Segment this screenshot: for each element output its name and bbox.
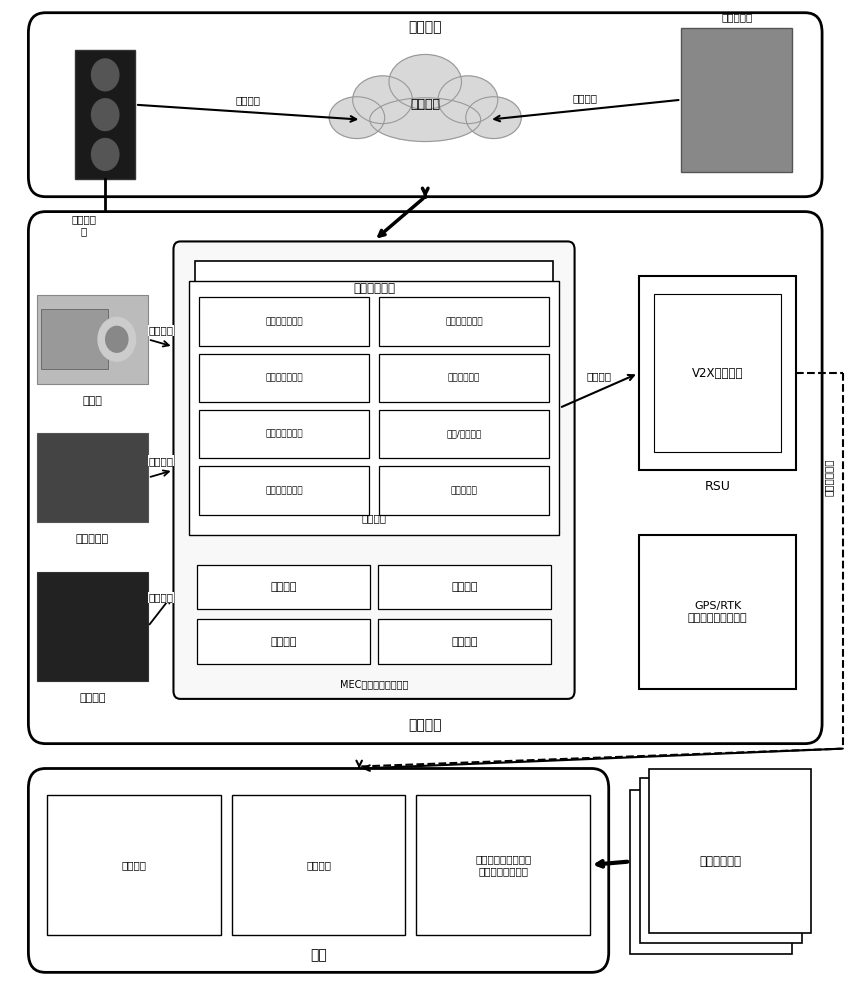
Circle shape [106, 326, 128, 352]
Bar [379, 297, 549, 346]
FancyBboxPatch shape [28, 212, 822, 744]
Text: 点迹数据: 点迹数据 [148, 456, 174, 466]
Circle shape [92, 139, 119, 170]
Text: 数据存储: 数据存储 [271, 637, 297, 647]
Bar [199, 410, 369, 458]
Text: 自我诊断: 自我诊断 [451, 637, 478, 647]
Ellipse shape [329, 97, 385, 139]
Ellipse shape [438, 76, 497, 124]
Text: GPS/RTK
（用于定位与授时）: GPS/RTK （用于定位与授时） [688, 601, 747, 623]
Text: 车辆识别与跟踪: 车辆识别与跟踪 [265, 373, 303, 382]
Text: 车端感知信息: 车端感知信息 [699, 855, 741, 868]
Bar [638, 535, 796, 689]
Text: 决策规划: 决策规划 [306, 860, 331, 870]
Text: 图像数据: 图像数据 [148, 325, 174, 335]
Text: 气象信息: 气象信息 [573, 93, 598, 103]
Ellipse shape [389, 54, 461, 109]
Bar [47, 795, 221, 935]
Text: 云端通讯接口: 云端通讯接口 [353, 282, 395, 295]
Text: 时间同步: 时间同步 [271, 582, 297, 592]
Text: 地面文字识别: 地面文字识别 [448, 373, 480, 382]
Text: 云端数据: 云端数据 [411, 98, 440, 111]
Text: 自动标定: 自动标定 [451, 582, 478, 592]
Text: 可行驶区域预测: 可行驶区域预测 [265, 486, 303, 495]
Text: MEC（边缘计算单元）: MEC（边缘计算单元） [340, 679, 408, 689]
Bar [378, 619, 551, 664]
Bar [199, 354, 369, 402]
Ellipse shape [369, 98, 481, 142]
Bar [199, 297, 369, 346]
Text: 点云数据: 点云数据 [148, 592, 174, 602]
Bar [379, 466, 549, 515]
Text: 智能交通
灯: 智能交通 灯 [71, 214, 96, 236]
Text: 激光雷达: 激光雷达 [79, 693, 106, 703]
Text: 路端感知信息: 路端感知信息 [824, 459, 834, 496]
Text: 泼洒/水渍识别: 泼洒/水渍识别 [447, 430, 482, 439]
Bar [189, 281, 559, 535]
Bar [681, 28, 792, 172]
Text: 车辆: 车辆 [310, 948, 327, 962]
Text: V2X通讯模块: V2X通讯模块 [691, 367, 743, 380]
Text: 工地标志物识别: 工地标志物识别 [445, 317, 483, 326]
Bar [198, 619, 369, 664]
Text: 行人识别与跟踪: 行人识别与跟踪 [265, 317, 303, 326]
Bar [417, 795, 590, 935]
Bar [37, 572, 148, 681]
Bar [379, 410, 549, 458]
Text: 云端设备: 云端设备 [409, 21, 442, 35]
FancyBboxPatch shape [28, 13, 822, 197]
Text: 摄像头: 摄像头 [82, 396, 102, 406]
Text: 车辆控制: 车辆控制 [121, 860, 146, 870]
Bar [654, 294, 781, 452]
Bar [232, 795, 405, 935]
Text: 交通信息: 交通信息 [235, 95, 260, 105]
Text: 深度融合: 深度融合 [362, 513, 387, 523]
Bar [378, 565, 551, 609]
Bar [198, 565, 369, 609]
Text: 智能气象站: 智能气象站 [721, 13, 752, 23]
Text: 车端感知信息和路端
感知信息深度融合: 车端感知信息和路端 感知信息深度融合 [475, 854, 532, 876]
FancyBboxPatch shape [174, 241, 575, 699]
Bar [195, 261, 553, 316]
Circle shape [92, 59, 119, 91]
Text: 交通杆识别: 交通杆识别 [451, 486, 478, 495]
FancyBboxPatch shape [28, 768, 609, 972]
Text: RSU: RSU [704, 480, 730, 493]
Bar [640, 778, 802, 943]
Ellipse shape [353, 76, 412, 124]
Circle shape [98, 317, 136, 361]
Bar [379, 354, 549, 402]
Bar [630, 790, 792, 954]
Bar [199, 466, 369, 515]
Text: 路端设备: 路端设备 [409, 718, 442, 732]
Text: 毫米波雷达: 毫米波雷达 [76, 534, 109, 544]
Bar [649, 768, 811, 933]
Text: 交通标识牌识别: 交通标识牌识别 [265, 430, 303, 439]
Ellipse shape [466, 97, 521, 139]
Bar [76, 50, 135, 179]
Circle shape [92, 99, 119, 131]
Bar [638, 276, 796, 470]
Text: 感知信息: 感知信息 [587, 371, 612, 381]
Bar [37, 295, 148, 384]
Bar [37, 433, 148, 522]
Bar [41, 309, 107, 369]
